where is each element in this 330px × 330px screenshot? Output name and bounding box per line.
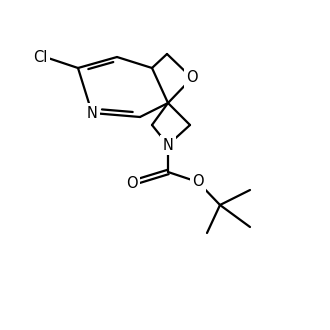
Text: Cl: Cl (34, 50, 48, 65)
Text: O: O (186, 71, 198, 85)
Text: O: O (126, 176, 138, 190)
Text: N: N (163, 138, 174, 152)
Text: O: O (192, 175, 204, 189)
Text: N: N (86, 106, 97, 120)
